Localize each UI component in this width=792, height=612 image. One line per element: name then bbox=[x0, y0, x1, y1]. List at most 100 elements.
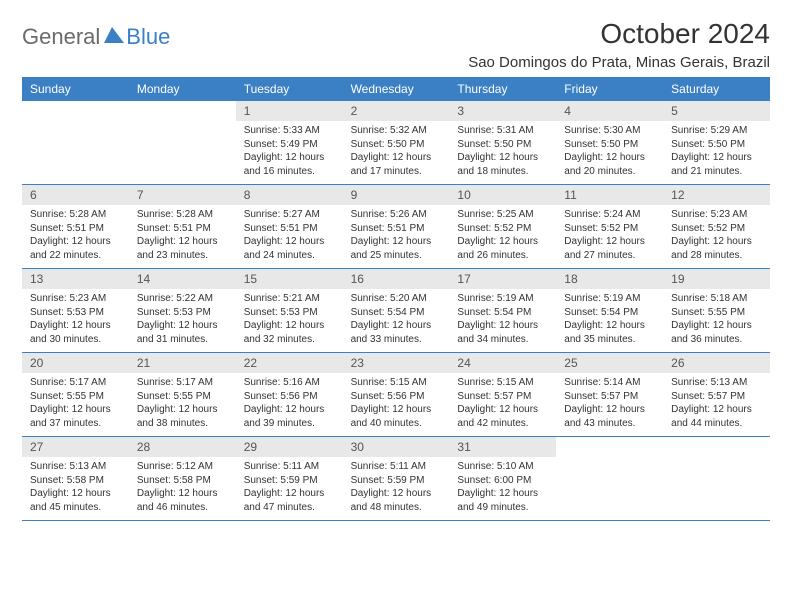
day-detail-line: and 49 minutes. bbox=[457, 501, 548, 515]
calendar-day: 29Sunrise: 5:11 AMSunset: 5:59 PMDayligh… bbox=[236, 437, 343, 520]
day-details: Sunrise: 5:18 AMSunset: 5:55 PMDaylight:… bbox=[663, 289, 770, 352]
day-detail-line: and 46 minutes. bbox=[137, 501, 228, 515]
calendar-day: 27Sunrise: 5:13 AMSunset: 5:58 PMDayligh… bbox=[22, 437, 129, 520]
day-detail-line: Sunset: 5:50 PM bbox=[351, 138, 442, 152]
day-detail-line: Sunset: 5:52 PM bbox=[671, 222, 762, 236]
day-number: 29 bbox=[236, 437, 343, 457]
day-number: 7 bbox=[129, 185, 236, 205]
day-detail-line: Daylight: 12 hours bbox=[564, 235, 655, 249]
day-detail-line: and 32 minutes. bbox=[244, 333, 335, 347]
day-detail-line: and 23 minutes. bbox=[137, 249, 228, 263]
day-detail-line: Sunset: 5:55 PM bbox=[671, 306, 762, 320]
day-detail-line: and 34 minutes. bbox=[457, 333, 548, 347]
day-details bbox=[129, 107, 236, 165]
calendar-day: 3Sunrise: 5:31 AMSunset: 5:50 PMDaylight… bbox=[449, 101, 556, 184]
day-detail-line: Sunset: 5:50 PM bbox=[457, 138, 548, 152]
day-details: Sunrise: 5:23 AMSunset: 5:52 PMDaylight:… bbox=[663, 205, 770, 268]
calendar-day: 4Sunrise: 5:30 AMSunset: 5:50 PMDaylight… bbox=[556, 101, 663, 184]
day-details: Sunrise: 5:13 AMSunset: 5:58 PMDaylight:… bbox=[22, 457, 129, 520]
day-detail-line: Sunrise: 5:33 AM bbox=[244, 124, 335, 138]
day-detail-line: Daylight: 12 hours bbox=[564, 319, 655, 333]
calendar-day: 1Sunrise: 5:33 AMSunset: 5:49 PMDaylight… bbox=[236, 101, 343, 184]
day-detail-line: and 30 minutes. bbox=[30, 333, 121, 347]
day-detail-line: Sunrise: 5:22 AM bbox=[137, 292, 228, 306]
day-detail-line: Sunrise: 5:24 AM bbox=[564, 208, 655, 222]
day-detail-line: Daylight: 12 hours bbox=[244, 487, 335, 501]
day-details: Sunrise: 5:24 AMSunset: 5:52 PMDaylight:… bbox=[556, 205, 663, 268]
calendar-day: 25Sunrise: 5:14 AMSunset: 5:57 PMDayligh… bbox=[556, 353, 663, 436]
day-detail-line: Daylight: 12 hours bbox=[671, 151, 762, 165]
day-number: 15 bbox=[236, 269, 343, 289]
day-number: 20 bbox=[22, 353, 129, 373]
day-detail-line: Sunset: 5:58 PM bbox=[137, 474, 228, 488]
day-details: Sunrise: 5:29 AMSunset: 5:50 PMDaylight:… bbox=[663, 121, 770, 184]
day-number: 28 bbox=[129, 437, 236, 457]
day-details: Sunrise: 5:25 AMSunset: 5:52 PMDaylight:… bbox=[449, 205, 556, 268]
day-detail-line: and 37 minutes. bbox=[30, 417, 121, 431]
day-details: Sunrise: 5:21 AMSunset: 5:53 PMDaylight:… bbox=[236, 289, 343, 352]
day-detail-line: and 39 minutes. bbox=[244, 417, 335, 431]
calendar-week: 20Sunrise: 5:17 AMSunset: 5:55 PMDayligh… bbox=[22, 353, 770, 437]
day-detail-line: Sunset: 5:56 PM bbox=[244, 390, 335, 404]
day-details: Sunrise: 5:10 AMSunset: 6:00 PMDaylight:… bbox=[449, 457, 556, 520]
day-details: Sunrise: 5:15 AMSunset: 5:57 PMDaylight:… bbox=[449, 373, 556, 436]
day-detail-line: Daylight: 12 hours bbox=[30, 235, 121, 249]
day-detail-line: Sunset: 5:51 PM bbox=[244, 222, 335, 236]
day-detail-line: Daylight: 12 hours bbox=[244, 319, 335, 333]
day-detail-line: Sunset: 5:50 PM bbox=[564, 138, 655, 152]
weekday-header: Monday bbox=[129, 77, 236, 101]
day-detail-line: Sunrise: 5:17 AM bbox=[137, 376, 228, 390]
day-detail-line: Daylight: 12 hours bbox=[30, 487, 121, 501]
day-details: Sunrise: 5:28 AMSunset: 5:51 PMDaylight:… bbox=[129, 205, 236, 268]
day-detail-line: Sunrise: 5:23 AM bbox=[30, 292, 121, 306]
day-detail-line: Sunset: 5:57 PM bbox=[457, 390, 548, 404]
day-detail-line: Daylight: 12 hours bbox=[457, 487, 548, 501]
day-detail-line: Sunset: 5:51 PM bbox=[137, 222, 228, 236]
day-details: Sunrise: 5:30 AMSunset: 5:50 PMDaylight:… bbox=[556, 121, 663, 184]
calendar-day: 23Sunrise: 5:15 AMSunset: 5:56 PMDayligh… bbox=[343, 353, 450, 436]
day-details: Sunrise: 5:13 AMSunset: 5:57 PMDaylight:… bbox=[663, 373, 770, 436]
day-detail-line: Sunrise: 5:23 AM bbox=[671, 208, 762, 222]
day-detail-line: Sunset: 5:51 PM bbox=[30, 222, 121, 236]
day-detail-line: Daylight: 12 hours bbox=[457, 403, 548, 417]
day-details: Sunrise: 5:32 AMSunset: 5:50 PMDaylight:… bbox=[343, 121, 450, 184]
calendar-day bbox=[556, 437, 663, 520]
day-detail-line: and 45 minutes. bbox=[30, 501, 121, 515]
day-number: 25 bbox=[556, 353, 663, 373]
day-number: 16 bbox=[343, 269, 450, 289]
day-detail-line: Daylight: 12 hours bbox=[137, 487, 228, 501]
weekday-header: Tuesday bbox=[236, 77, 343, 101]
day-detail-line: Sunset: 5:55 PM bbox=[30, 390, 121, 404]
day-detail-line: Sunset: 5:59 PM bbox=[244, 474, 335, 488]
calendar-day: 17Sunrise: 5:19 AMSunset: 5:54 PMDayligh… bbox=[449, 269, 556, 352]
calendar-day: 19Sunrise: 5:18 AMSunset: 5:55 PMDayligh… bbox=[663, 269, 770, 352]
day-number: 13 bbox=[22, 269, 129, 289]
day-detail-line: Sunrise: 5:27 AM bbox=[244, 208, 335, 222]
day-details: Sunrise: 5:17 AMSunset: 5:55 PMDaylight:… bbox=[22, 373, 129, 436]
day-detail-line: and 42 minutes. bbox=[457, 417, 548, 431]
logo: General Blue bbox=[22, 24, 170, 50]
day-details: Sunrise: 5:15 AMSunset: 5:56 PMDaylight:… bbox=[343, 373, 450, 436]
weekday-header: Sunday bbox=[22, 77, 129, 101]
day-number: 3 bbox=[449, 101, 556, 121]
day-detail-line: and 28 minutes. bbox=[671, 249, 762, 263]
day-detail-line: Sunrise: 5:18 AM bbox=[671, 292, 762, 306]
day-detail-line: Daylight: 12 hours bbox=[457, 319, 548, 333]
day-detail-line: Sunrise: 5:26 AM bbox=[351, 208, 442, 222]
location-text: Sao Domingos do Prata, Minas Gerais, Bra… bbox=[468, 54, 770, 71]
day-detail-line: and 26 minutes. bbox=[457, 249, 548, 263]
day-detail-line: and 48 minutes. bbox=[351, 501, 442, 515]
day-details: Sunrise: 5:14 AMSunset: 5:57 PMDaylight:… bbox=[556, 373, 663, 436]
day-detail-line: Daylight: 12 hours bbox=[457, 151, 548, 165]
day-detail-line: Sunrise: 5:14 AM bbox=[564, 376, 655, 390]
day-details: Sunrise: 5:33 AMSunset: 5:49 PMDaylight:… bbox=[236, 121, 343, 184]
day-detail-line: and 21 minutes. bbox=[671, 165, 762, 179]
day-detail-line: Daylight: 12 hours bbox=[137, 403, 228, 417]
day-detail-line: Sunset: 5:52 PM bbox=[457, 222, 548, 236]
calendar-week: 1Sunrise: 5:33 AMSunset: 5:49 PMDaylight… bbox=[22, 101, 770, 185]
day-detail-line: Daylight: 12 hours bbox=[244, 151, 335, 165]
day-detail-line: Sunrise: 5:17 AM bbox=[30, 376, 121, 390]
day-detail-line: Daylight: 12 hours bbox=[30, 403, 121, 417]
day-detail-line: Daylight: 12 hours bbox=[351, 403, 442, 417]
day-number: 31 bbox=[449, 437, 556, 457]
